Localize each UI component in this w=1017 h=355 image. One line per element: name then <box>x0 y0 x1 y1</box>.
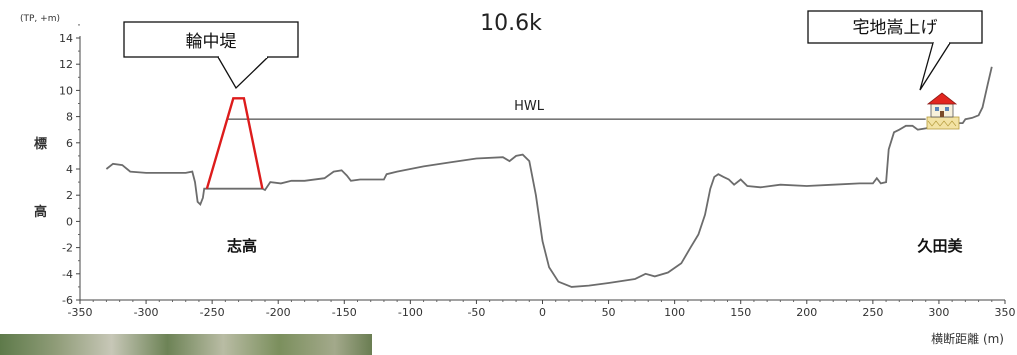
y-axis-label-top: 標 <box>34 136 47 152</box>
y-tick-label: 2 <box>66 189 73 202</box>
x-tick-label: 300 <box>928 306 949 319</box>
x-tick-label: -100 <box>398 306 423 319</box>
x-tick-label: 200 <box>796 306 817 319</box>
aerial-photo-strip <box>0 334 372 355</box>
y-tick-label: -2 <box>62 242 73 255</box>
x-tick-label: 150 <box>730 306 751 319</box>
raised-lot-callout-box <box>807 10 983 44</box>
raised-lot-callout: 宅地嵩上げ <box>807 10 983 91</box>
levee-callout: 輪中堤 <box>123 21 299 90</box>
y-tick-label: -6 <box>62 294 73 307</box>
levee-callout-label: 輪中堤 <box>186 32 237 52</box>
x-axis-label: 横断距離 (m) <box>931 331 1004 346</box>
x-tick-label: -250 <box>200 306 225 319</box>
levee-callout-pointer <box>217 56 269 90</box>
x-tick-label: 0 <box>539 306 546 319</box>
x-tick-label: 250 <box>862 306 883 319</box>
axes <box>79 36 1005 301</box>
y-tick-label: 6 <box>66 137 73 150</box>
raised-lot-callout-label: 宅地嵩上げ <box>853 18 938 38</box>
x-tick-labels: -350 -300 -250 -200 -150 -100 -50 0 50 100 150 200 2… <box>68 300 1016 319</box>
y-tick-label: 14 <box>59 32 73 45</box>
y-unit-label: (TP, +m) <box>20 14 60 24</box>
levee-outline <box>205 97 264 190</box>
x-tick-label: 50 <box>602 306 616 319</box>
x-tick-label: -350 <box>68 306 93 319</box>
house-icon <box>926 92 960 130</box>
x-tick-label: -200 <box>266 306 291 319</box>
x-tick-label: -300 <box>134 306 159 319</box>
hwl-label: HWL <box>514 99 545 114</box>
y-tick-labels: 14 12 10 8 6 4 2 0 -2 -4 -6 <box>59 24 80 307</box>
x-tick-label: 100 <box>664 306 685 319</box>
y-tick-label: 0 <box>66 215 73 228</box>
y-tick-label: -4 <box>62 268 73 281</box>
y-tick-label: 10 <box>59 84 73 97</box>
right-bank-label: 久田美 <box>917 237 963 255</box>
x-tick-label: -50 <box>467 306 485 319</box>
y-axis-label-bottom: 高 <box>34 204 47 220</box>
x-tick-label: 350 <box>995 306 1016 319</box>
chart-title: 10.6k <box>480 11 542 36</box>
y-tick-label: 8 <box>66 111 73 124</box>
y-tick-label: 12 <box>59 58 73 71</box>
levee-callout-box <box>123 21 299 58</box>
left-bank-label: 志高 <box>227 237 257 255</box>
raised-lot-callout-pointer <box>919 42 951 91</box>
y-tick-label: 4 <box>66 163 73 176</box>
raised-lot-mound <box>926 116 960 130</box>
x-tick-label: -150 <box>332 306 357 319</box>
